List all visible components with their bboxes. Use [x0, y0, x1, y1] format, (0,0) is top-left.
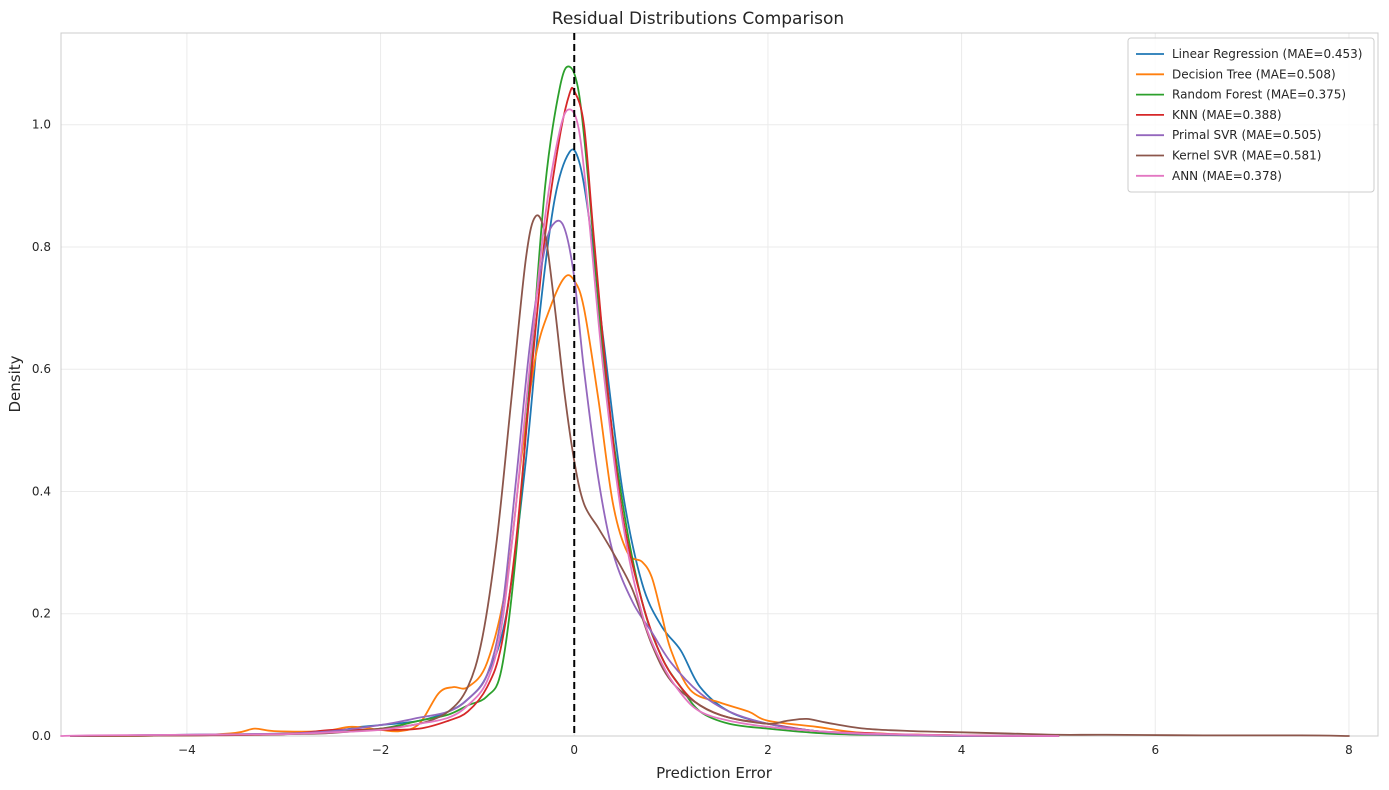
legend-label: Random Forest (MAE=0.375)	[1172, 88, 1346, 102]
series-line-2	[69, 65, 1060, 737]
x-tick-label: 6	[1151, 743, 1159, 757]
x-tick-label: −2	[372, 743, 390, 757]
y-tick-label: 0.4	[32, 484, 51, 498]
chart-title: Residual Distributions Comparison	[552, 9, 844, 29]
y-tick-label: 0.0	[32, 729, 51, 743]
x-tick-label: 8	[1345, 743, 1353, 757]
legend-label: KNN (MAE=0.388)	[1172, 108, 1282, 122]
series-line-4	[69, 219, 1060, 737]
x-axis-title: Prediction Error	[656, 764, 773, 782]
series-line-3	[69, 86, 1060, 737]
legend: Linear Regression (MAE=0.453) Decision Tr…	[1127, 37, 1375, 193]
y-tick-label: 0.6	[32, 362, 51, 376]
series-line-6	[60, 108, 1060, 737]
y-tick-label: 0.2	[32, 607, 51, 621]
y-tick-label: 0.8	[32, 240, 51, 254]
x-tick-label: 2	[764, 743, 772, 757]
plot-frame	[60, 32, 1379, 737]
y-axis-title: Density	[6, 355, 24, 412]
y-tick-label: 1.0	[32, 118, 51, 132]
series-line-0	[69, 148, 1060, 737]
legend-label: ANN (MAE=0.378)	[1172, 169, 1282, 183]
legend-label: Primal SVR (MAE=0.505)	[1172, 128, 1321, 142]
series-line-1	[69, 274, 1060, 737]
x-tick-label: −4	[178, 743, 196, 757]
legend-label: Linear Regression (MAE=0.453)	[1172, 47, 1362, 61]
series-line-5	[69, 214, 1350, 737]
x-tick-label: 4	[958, 743, 966, 757]
legend-label: Kernel SVR (MAE=0.581)	[1172, 149, 1321, 163]
x-tick-label: 0	[570, 743, 578, 757]
legend-box	[1127, 37, 1375, 193]
axes: −4 −2 0 2 4 6 8 0.0 0.2 0.4 0.6 0.8 1.0	[32, 32, 1379, 757]
legend-label: Decision Tree (MAE=0.508)	[1172, 67, 1336, 81]
